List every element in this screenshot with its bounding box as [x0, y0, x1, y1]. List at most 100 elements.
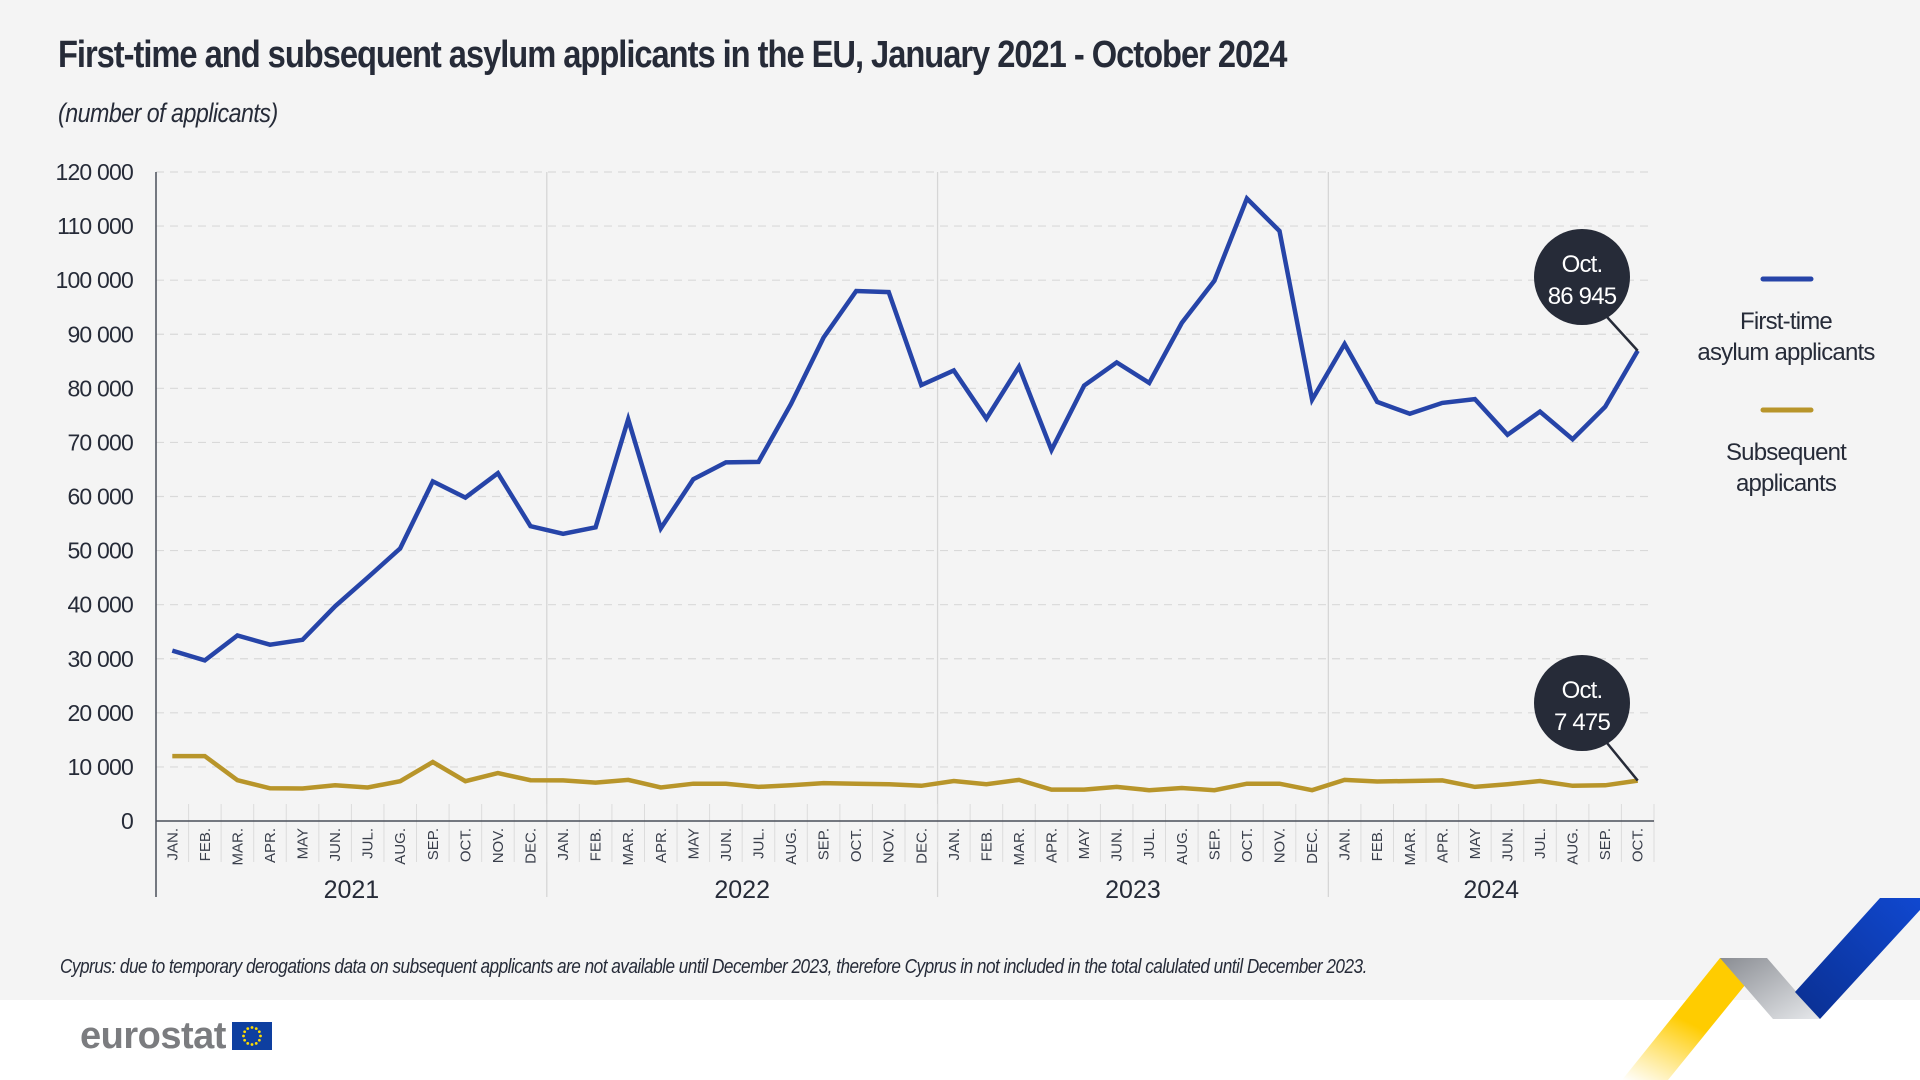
callout-value: 86 945	[1548, 283, 1617, 310]
y-tick-label: 110 000	[57, 213, 133, 239]
month-label: APR.	[262, 828, 279, 863]
year-label: 2021	[324, 876, 380, 904]
y-tick-label: 80 000	[67, 375, 133, 401]
month-label: DEC.	[913, 828, 930, 864]
month-label: OCT.	[1630, 828, 1647, 862]
eu-flag-icon	[231, 1022, 272, 1050]
month-label: SEP.	[1597, 828, 1614, 860]
month-label: JUL.	[1532, 828, 1549, 859]
month-label: DEC.	[1304, 828, 1321, 864]
month-label: FEB.	[1369, 828, 1386, 861]
month-label: MAR.	[620, 828, 637, 866]
flag-star	[257, 1030, 261, 1034]
month-label: AUG.	[1565, 828, 1582, 865]
gridlines	[156, 171, 1650, 768]
y-axis-ticks: 0 10 000 20 000 30 000 40 000 50 000 60 000 70 …	[55, 159, 133, 834]
month-label: NOV.	[881, 828, 898, 863]
month-label: MAY	[295, 828, 312, 859]
flag-star	[259, 1034, 262, 1038]
month-label: MAY	[1076, 828, 1093, 859]
month-label: FEB.	[588, 828, 605, 861]
month-label: OCT.	[848, 828, 865, 862]
chart-title: First-time and subsequent asylum applica…	[58, 34, 1287, 76]
month-label: JAN.	[1337, 828, 1354, 861]
flag-star	[242, 1034, 245, 1038]
month-label: JAN.	[555, 828, 572, 861]
y-tick-label: 0	[121, 808, 133, 834]
month-label: AUG.	[392, 828, 409, 865]
month-label: FEB.	[197, 828, 214, 861]
line-chart: 0 10 000 20 000 30 000 40 000 50 000 60 000 70 …	[55, 159, 1876, 904]
callouts: Oct. 86 945 Oct. 7 475	[1534, 229, 1639, 782]
month-label: JUN.	[1109, 828, 1126, 861]
month-label: MAY	[1467, 828, 1484, 859]
month-label: JAN.	[946, 828, 963, 861]
month-label: NOV.	[490, 828, 507, 863]
month-label: MAR.	[229, 828, 246, 866]
first-time-applicants-line	[171, 194, 1640, 663]
chart-subtitle: (number of applicants)	[58, 98, 278, 128]
flag-star	[250, 1043, 254, 1046]
subsequent-applicants-line	[172, 753, 1639, 793]
logo-text: eurostat	[80, 1015, 226, 1057]
y-tick-label: 30 000	[67, 646, 133, 672]
decorative-ribbon-icon	[1622, 898, 1920, 1080]
month-label: JUN.	[1499, 828, 1516, 861]
y-tick-label: 120 000	[55, 159, 133, 185]
month-label: MAR.	[1011, 828, 1028, 866]
x-axis: 2021 2022 2023 2024 JAN. FEB. MAR. APR. MAY JUN. J…	[155, 172, 1655, 904]
legend-label: asylum applicants	[1697, 339, 1875, 366]
month-label: OCT.	[1239, 828, 1256, 862]
month-label: JUL.	[750, 828, 767, 859]
y-tick-label: 10 000	[67, 754, 133, 780]
month-label: FEB.	[978, 828, 995, 861]
callout-bubble	[1534, 655, 1630, 751]
legend-label: Subsequent	[1726, 439, 1847, 466]
y-tick-label: 20 000	[67, 700, 133, 726]
flag-star	[246, 1041, 250, 1045]
month-label: SEP.	[425, 828, 442, 860]
month-label: SEP.	[816, 828, 833, 860]
month-label: MAY	[685, 828, 702, 859]
month-label: JUL.	[360, 828, 377, 859]
month-label: JUN.	[718, 828, 735, 861]
y-tick-label: 40 000	[67, 592, 133, 618]
series-lines	[171, 194, 1640, 793]
month-label: APR.	[1044, 828, 1061, 863]
callout-bubble	[1534, 229, 1630, 325]
y-tick-label: 60 000	[67, 484, 133, 510]
callout-month: Oct.	[1562, 677, 1603, 704]
month-label: DEC.	[523, 828, 540, 864]
callout-connector	[1606, 742, 1639, 782]
year-label: 2022	[714, 876, 770, 904]
month-label: NOV.	[1272, 828, 1289, 863]
month-label: OCT.	[457, 828, 474, 862]
callout-value: 7 475	[1554, 709, 1611, 736]
eurostat-logo: eurostat	[80, 1016, 272, 1056]
month-label: JAN.	[164, 828, 181, 861]
year-label: 2023	[1105, 876, 1161, 904]
month-label: AUG.	[783, 828, 800, 865]
month-label: APR.	[1434, 828, 1451, 863]
flag-star	[246, 1027, 250, 1031]
legend-label: First-time	[1740, 308, 1832, 335]
y-tick-label: 50 000	[67, 538, 133, 564]
month-label: SEP.	[1206, 828, 1223, 860]
flag-star	[257, 1038, 261, 1042]
footnote: Cyprus: due to temporary derogations dat…	[60, 956, 1367, 978]
chart-panel	[0, 0, 1920, 1000]
month-label: APR.	[653, 828, 670, 863]
flag-star	[254, 1027, 258, 1031]
y-tick-label: 70 000	[67, 429, 133, 455]
month-label: JUL.	[1141, 828, 1158, 859]
callout-connector	[1606, 316, 1639, 352]
legend: First-time asylum applicants Subsequent app…	[1697, 276, 1876, 497]
legend-label: applicants	[1736, 470, 1837, 497]
year-label: 2024	[1463, 876, 1519, 904]
y-tick-label: 100 000	[55, 267, 133, 293]
flag-star	[254, 1041, 258, 1045]
callout-month: Oct.	[1562, 251, 1603, 278]
flag-star	[243, 1038, 246, 1042]
flag-star	[250, 1026, 254, 1029]
month-label: JUN.	[327, 828, 344, 861]
